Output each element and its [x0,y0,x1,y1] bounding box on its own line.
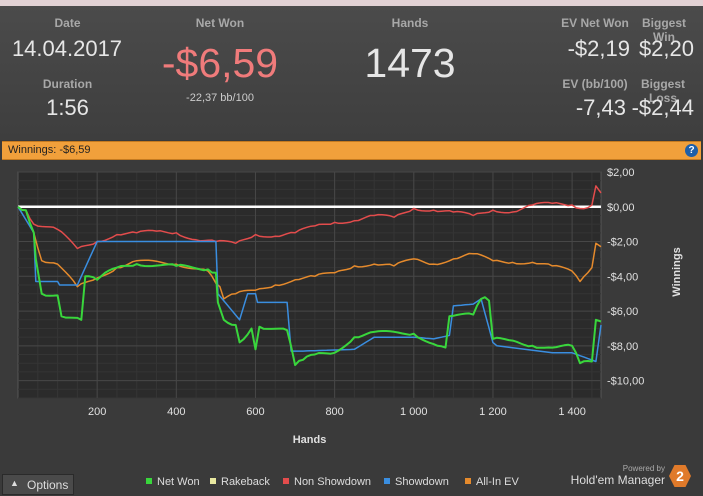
legend-swatch [465,478,471,484]
help-icon[interactable]: ? [685,144,698,157]
legend-swatch [210,478,216,484]
y-axis-title: Winnings [671,247,683,296]
legend-item-net-won[interactable]: Net Won [146,476,200,488]
duration-label: Duration [42,77,93,91]
hands-label: Hands [391,16,429,30]
hem2-logo-icon: 2 [669,465,691,487]
legend-label: Non Showdown [294,476,372,488]
brand: Powered by Hold'em Manager [571,464,665,487]
biggest-loss-value: -$2,44 [631,95,694,120]
options-button[interactable]: ▲ Options [2,474,74,495]
y-tick-label: -$4,00 [607,271,638,283]
ev-net-won-label: EV Net Won [561,16,629,30]
winnings-bar: Winnings: -$6,59 ? [2,141,701,160]
y-tick-label: $2,00 [607,167,635,179]
legend-item-showdown[interactable]: Showdown [384,476,449,488]
legend-label: Net Won [157,476,200,488]
chart-panel: 200 400 600 800 1 000 1 200 1 400 $2,00 $0,00 -$2… [2,160,701,472]
y-tick-label: $0,00 [607,202,635,214]
series-line-showdown [17,206,602,363]
legend-label: Showdown [395,476,449,488]
options-label: Options [27,478,69,492]
x-axis-title: Hands [293,434,327,446]
date-value: 14.04.2017 [11,36,123,61]
y-tick-label: -$8,00 [607,341,638,353]
x-tick-label: 1 400 [558,406,586,418]
legend-label: All-In EV [476,476,519,488]
bottom-bar: ▲ Options Net Won Rakeback Non Showdown Sho… [0,464,703,496]
biggest-win-value: $2,20 [638,36,694,61]
x-tick-label: 800 [325,406,343,418]
ev-bb-value: -7,43 [575,95,626,120]
biggest-win-label: Biggest Win [641,16,686,44]
ev-net-won-value: -$2,19 [567,36,630,61]
legend-swatch [384,478,390,484]
x-tick-label: 600 [246,406,264,418]
legend-item-non-showdown[interactable]: Non Showdown [283,476,371,488]
top-strip [0,0,703,6]
winnings-chart: 200 400 600 800 1 000 1 200 1 400 $2,00 $0,00 -$2… [17,167,683,446]
x-tick-label: 1 000 [400,406,428,418]
hands-value: 1473 [364,40,456,86]
netwon-bb100: -22,37 bb/100 [186,92,254,104]
legend-swatch [146,478,152,484]
x-tick-label: 200 [88,406,106,418]
netwon-value: -$6,59 [161,40,279,86]
biggest-loss-label: Biggest Loss [640,77,685,105]
ev-bb-label: EV (bb/100) [562,77,628,91]
caret-up-icon: ▲ [10,478,19,488]
y-tick-label: -$10,00 [607,376,644,388]
legend-swatch [283,478,289,484]
legend-label: Rakeback [221,476,270,488]
duration-value: 1:56 [46,95,89,120]
winnings-title: Winnings: -$6,59 [8,144,91,156]
x-tick-label: 1 200 [479,406,507,418]
y-tick-label: -$2,00 [607,237,638,249]
powered-by: Powered by [622,464,665,473]
series-line-all-in-ev [17,206,602,300]
y-tick-label: -$6,00 [607,306,638,318]
series-line-net-won [17,206,602,366]
x-tick-label: 400 [167,406,185,418]
legend-item-rakeback[interactable]: Rakeback [210,476,270,488]
brand-name: Hold'em Manager [570,473,665,487]
stats-panel: Date 14.04.2017 Duration 1:56 Net Won -$… [0,6,703,140]
netwon-label: Net Won [195,16,245,30]
series-line-non-showdown [17,185,602,250]
legend-item-all-in-ev[interactable]: All-In EV [465,476,519,488]
date-label: Date [54,16,81,30]
